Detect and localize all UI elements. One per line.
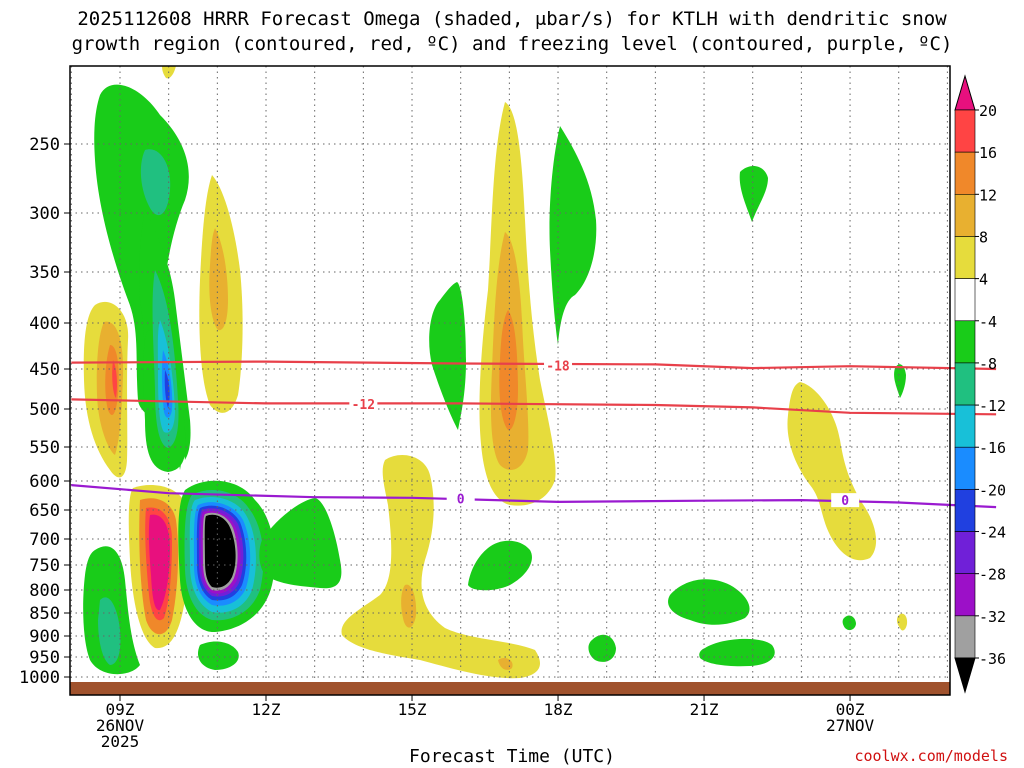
x-tick-label: 18Z (544, 700, 573, 719)
omega-region-orange-17z-column (499, 310, 518, 431)
omega-region-teal-upper (140, 149, 171, 216)
contour-label-bg (831, 493, 860, 508)
colorbar-label: 12 (979, 186, 997, 204)
ground-strip (70, 682, 950, 695)
colorbar-label: -20 (979, 481, 1006, 499)
omega-region-green-21z-mid (668, 579, 750, 625)
y-tick-label: 250 (29, 135, 60, 155)
omega-region-red-left (112, 360, 117, 398)
colorbar: 20 16 12 8 4 -4 -8 -12 -16 -20 -24 -28 -32 -36 (954, 74, 1006, 694)
colorbar-bottom-triangle (954, 657, 976, 694)
omega-region-yellow-15z (341, 455, 540, 679)
x-tick-label: 26NOV (96, 716, 145, 735)
colorbar-band (954, 278, 976, 322)
y-tick-label: 550 (29, 438, 60, 458)
x-tick-label: 00Z (836, 700, 865, 719)
plot-border (69, 65, 951, 696)
colorbar-band (954, 615, 976, 659)
y-tick-label: 1000 (19, 668, 60, 688)
omega-region-green-small-11z (197, 641, 239, 670)
colorbar-band (954, 573, 976, 617)
contour-label-bg (349, 397, 378, 412)
x-axis-label: Forecast Time (UTC) (409, 746, 615, 767)
colorbar-label: -28 (979, 566, 1006, 584)
contour-line (71, 398, 997, 416)
colorbar-band (954, 320, 976, 364)
x-tick-label: 21Z (690, 700, 719, 719)
contour-label: 0 (841, 494, 849, 509)
colorbar-band (954, 446, 976, 490)
colorbar-label: -12 (979, 397, 1006, 415)
omega-region-green-24z-dot (842, 615, 856, 631)
colorbar-label: -24 (979, 524, 1006, 542)
contour-label: -12 (352, 398, 375, 413)
omega-region-green-21z-top (739, 166, 768, 222)
colorbar-band (954, 531, 976, 574)
colorbar-label: -8 (979, 355, 997, 373)
chart-title-line2: growth region (contoured, red, ºC) and f… (71, 33, 953, 55)
colorbar-top-triangle (954, 74, 976, 111)
omega-region-green-25z (894, 364, 906, 398)
omega-region-yellow-right (787, 382, 877, 561)
y-tick-label: 300 (29, 204, 60, 224)
x-tick-label: 12Z (252, 700, 281, 719)
omega-region-magenta-lower-10z (148, 514, 170, 611)
colorbar-band (954, 151, 976, 195)
y-tick-label: 450 (29, 360, 60, 380)
x-tick-label: 2025 (101, 732, 140, 751)
credit-text: coolwx.com/models (854, 747, 1008, 765)
y-tick-label: 600 (29, 472, 60, 492)
contour-line (71, 360, 997, 371)
y-tick-label: 850 (29, 604, 60, 624)
omega-region-green-16z (429, 282, 466, 430)
x-tick-label: 09Z (106, 700, 135, 719)
omega-region-gold-10z-column (209, 228, 228, 331)
colorbar-label: 8 (979, 228, 988, 246)
y-tick-label: 900 (29, 627, 60, 647)
y-tick-label: 400 (29, 314, 60, 334)
y-tick-label: 500 (29, 400, 60, 420)
y-tick-label: 350 (29, 263, 60, 283)
y-tick-label: 650 (29, 501, 60, 521)
colorbar-band (954, 194, 976, 237)
chart-title-line1: 2025112608 HRRR Forecast Omega (shaded, … (77, 8, 947, 30)
colorbar-band (954, 362, 976, 406)
omega-region-darkblue-column (164, 370, 170, 408)
omega-region-green-19z (588, 634, 616, 662)
colorbar-label: -36 (979, 650, 1006, 668)
contour-line (71, 484, 997, 509)
x-tick-label: 15Z (398, 700, 427, 719)
colorbar-band (954, 236, 976, 279)
contour-label: 0 (457, 492, 465, 507)
omega-region-black-11z (204, 514, 236, 588)
omega-region-green-18z-column (549, 126, 597, 345)
colorbar-label: -32 (979, 608, 1006, 626)
y-axis: 250 300 350 400 450 500 550 600 650 700 750 800 850 9… (19, 135, 70, 688)
y-tick-label: 750 (29, 556, 60, 576)
gridlines (70, 66, 950, 695)
colorbar-band (954, 404, 976, 448)
colorbar-label: -16 (979, 439, 1006, 457)
colorbar-label: 16 (979, 144, 997, 162)
colorbar-label: 20 (979, 102, 997, 120)
omega-region-green-13z (259, 498, 342, 589)
colorbar-label: -4 (979, 313, 997, 331)
contour-label-bg (446, 491, 475, 506)
y-tick-label: 800 (29, 581, 60, 601)
colorbar-band (954, 109, 976, 153)
omega-region-teal-lower-left (98, 597, 121, 665)
contour-label-bg (544, 358, 573, 373)
y-tick-label: 950 (29, 648, 60, 668)
omega-region-yellow-right-dot (896, 613, 908, 631)
colorbar-label: 4 (979, 271, 988, 289)
x-tick-label: 27NOV (826, 716, 875, 735)
contour-label: -18 (546, 359, 570, 374)
colorbar-band (954, 489, 976, 532)
y-tick-label: 700 (29, 530, 60, 550)
omega-region-green-22z-low (699, 638, 775, 667)
contour-lines: -18 -12 0 0 (71, 358, 997, 509)
